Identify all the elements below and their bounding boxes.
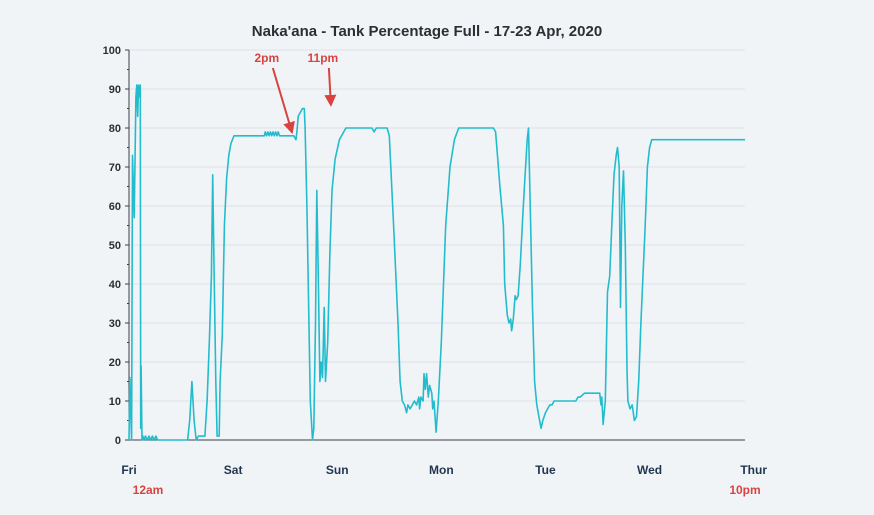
- y-tick-label: 30: [109, 318, 121, 330]
- annotation-arrow: [271, 67, 295, 135]
- series-line: [128, 84, 745, 441]
- y-tick-label: 40: [109, 279, 121, 291]
- annotation-label: 11pm: [308, 51, 339, 65]
- y-tick-label: 20: [109, 357, 121, 369]
- y-tick-label: 0: [115, 435, 121, 447]
- y-tick-label: 100: [103, 45, 121, 57]
- y-tick-label: 90: [109, 84, 121, 96]
- y-tick-label: 10: [109, 396, 121, 408]
- x-tick-labels: Fri Sat Sun Mon Tue Wed Thur: [121, 463, 767, 477]
- annotation-label: 12am: [133, 483, 164, 497]
- series: [128, 84, 745, 441]
- x-tick-label: Sat: [224, 463, 243, 477]
- grid-lines: [129, 49, 745, 402]
- y-tick-label: 60: [109, 201, 121, 213]
- chart-title: Naka'ana - Tank Percentage Full - 17-23 …: [252, 23, 602, 40]
- annotations: 2pm 11pm 12am 10pm: [133, 51, 761, 497]
- y-tick-label: 70: [109, 162, 121, 174]
- y-tick-label: 80: [109, 123, 121, 135]
- x-tick-label: Wed: [637, 463, 662, 477]
- y-tick-labels: 0 10 20 30 40 50 60 70 80 90 100: [103, 45, 121, 447]
- annotation-arrow: [324, 67, 337, 107]
- annotation-label: 2pm: [255, 51, 280, 65]
- x-tick-label: Mon: [429, 463, 454, 477]
- x-tick-label: Tue: [535, 463, 556, 477]
- x-tick-label: Thur: [740, 463, 767, 477]
- annotation-label: 10pm: [729, 483, 760, 497]
- x-tick-label: Fri: [121, 463, 136, 477]
- y-tick-label: 50: [109, 240, 121, 252]
- x-tick-label: Sun: [326, 463, 349, 477]
- axes: [125, 49, 745, 441]
